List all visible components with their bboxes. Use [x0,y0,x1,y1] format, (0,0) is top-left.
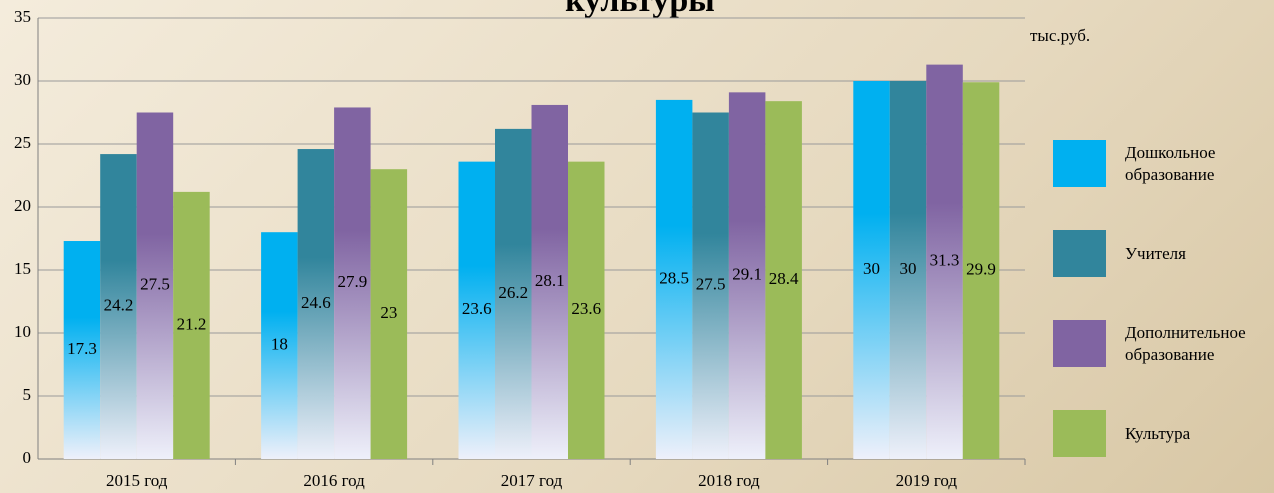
bar [926,64,963,460]
bar [655,99,693,460]
bar [261,232,298,459]
bar [692,112,729,459]
bar [962,82,1000,459]
data-label: 27.9 [337,272,367,291]
bar [728,92,766,459]
bar [568,161,605,459]
y-tick-label: 10 [14,322,31,341]
data-label: 23.6 [462,299,492,318]
bar [853,81,890,459]
legend-swatch [1053,230,1106,277]
data-label: 31.3 [930,251,960,270]
y-tick-label: 35 [14,7,31,26]
data-label: 28.4 [769,269,799,288]
legend-item: Дошкольное образование [1053,140,1273,188]
data-label: 27.5 [140,275,170,294]
x-tick-label: 2017 год [501,471,563,490]
legend-item: Дополнительное образование [1053,320,1273,368]
data-label: 17.3 [67,339,97,358]
bar [370,169,408,459]
data-label: 18 [271,335,288,354]
data-label: 29.9 [966,260,996,279]
bar [136,112,174,459]
legend-label: Дополнительное образование [1125,323,1246,364]
x-tick-label: 2015 год [106,471,168,490]
bar [297,149,335,460]
bar [334,107,371,460]
x-tick-label: 2018 год [698,471,760,490]
legend-label: Дошкольное образование [1125,143,1216,184]
bar [889,81,927,459]
legend-swatch [1053,140,1106,187]
y-tick-label: 20 [14,196,31,215]
bar [458,161,495,459]
data-label: 27.5 [696,275,726,294]
legend-label: Учителя [1125,244,1186,263]
y-tick-label: 5 [23,385,32,404]
legend-label: Культура [1125,424,1191,443]
legend-item: Культура [1053,410,1273,458]
legend-item: Учителя [1053,230,1273,278]
legend-swatch [1053,410,1106,457]
data-label: 26.2 [498,283,528,302]
y-tick-label: 0 [23,448,32,467]
data-label: 28.5 [659,268,689,287]
bar [63,241,101,459]
bar [531,104,568,459]
data-label: 21.2 [177,314,207,333]
data-label: 24.6 [301,293,331,312]
bar [173,191,210,459]
bar [100,154,137,459]
unit-label: тыс.руб. [1030,26,1090,45]
data-label: 30 [900,259,917,278]
bar [765,101,802,459]
y-tick-label: 25 [14,133,31,152]
y-tick-label: 30 [14,70,31,89]
data-label: 23 [380,303,397,322]
y-tick-label: 15 [14,259,31,278]
data-label: 28.1 [535,271,565,290]
x-tick-label: 2016 год [303,471,365,490]
data-label: 24.2 [104,295,134,314]
data-label: 29.1 [732,265,762,284]
data-label: 23.6 [571,299,601,318]
bar [495,128,532,459]
legend-swatch [1053,320,1106,367]
x-tick-label: 2019 год [896,471,958,490]
data-label: 30 [863,259,880,278]
chart-title: культуры [565,0,715,19]
